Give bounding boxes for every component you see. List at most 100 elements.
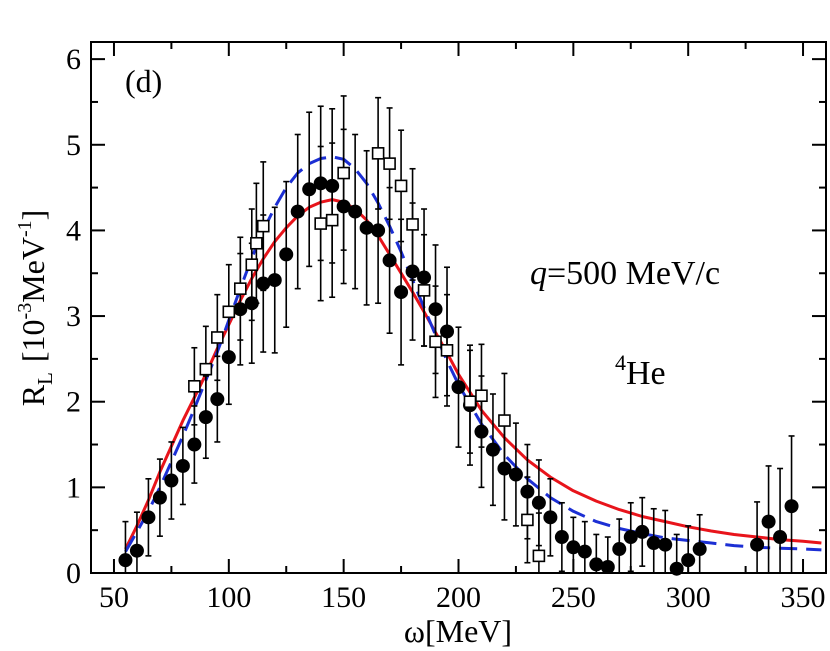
filled-circle-point bbox=[497, 461, 512, 476]
filled-circle-point bbox=[359, 220, 374, 235]
open-square-point bbox=[245, 258, 259, 271]
y-axis-unit: MeV bbox=[15, 237, 51, 303]
filled-circle-point bbox=[256, 276, 271, 291]
filled-circle-point bbox=[566, 540, 581, 555]
x-tick-label: 300 bbox=[666, 581, 711, 614]
open-square-point bbox=[314, 217, 327, 230]
q-symbol: q bbox=[530, 255, 547, 292]
x-tick-label: 200 bbox=[436, 581, 481, 614]
y-tick-label: 4 bbox=[66, 214, 81, 247]
filled-circle-point bbox=[646, 536, 661, 551]
filled-circle-point bbox=[405, 264, 420, 279]
y-tick-label: 3 bbox=[66, 300, 81, 333]
filled-circle-point bbox=[290, 204, 305, 219]
open-square-point bbox=[406, 218, 419, 231]
filled-circle-point bbox=[221, 350, 236, 365]
filled-circle-point bbox=[520, 484, 535, 499]
filled-circle-point bbox=[233, 302, 248, 317]
solid-curve bbox=[124, 198, 822, 550]
filled-circle-point bbox=[440, 324, 455, 339]
y-tick-label: 5 bbox=[66, 129, 81, 162]
open-square-point bbox=[383, 157, 396, 170]
filled-circle-point bbox=[325, 178, 340, 193]
filled-circle-point bbox=[589, 557, 604, 572]
filled-circle-point bbox=[750, 537, 765, 552]
y-axis-main: R bbox=[15, 384, 51, 406]
filled-circle-point bbox=[394, 285, 409, 300]
x-axis-unit: [MeV] bbox=[425, 613, 512, 649]
filled-circle-point bbox=[152, 490, 167, 505]
nucleus-symbol: He bbox=[626, 355, 666, 392]
filled-circle-point bbox=[543, 510, 558, 525]
plot-frame bbox=[90, 41, 827, 574]
filled-circle-point bbox=[210, 392, 225, 407]
x-tick-label: 50 bbox=[99, 581, 129, 614]
y-tick-label: 1 bbox=[66, 471, 81, 504]
x-tick-label: 250 bbox=[551, 581, 596, 614]
open-square-point bbox=[440, 344, 454, 357]
y-axis-label: RL [10-3MeV-1] bbox=[14, 210, 57, 407]
open-square-point bbox=[521, 513, 534, 527]
filled-circle-point bbox=[612, 542, 627, 557]
filled-circle-point bbox=[508, 467, 523, 482]
filled-circle-point bbox=[600, 560, 615, 575]
open-square-point bbox=[211, 331, 224, 344]
x-tick-label: 100 bbox=[206, 581, 251, 614]
filled-circle-point bbox=[244, 296, 259, 311]
filled-circle-point bbox=[635, 524, 650, 539]
filled-circle-point bbox=[692, 542, 707, 557]
y-axis-exp2: -1 bbox=[14, 220, 36, 237]
open-square-point bbox=[337, 166, 350, 180]
filled-circle-point bbox=[302, 182, 317, 197]
y-tick-label: 2 bbox=[66, 386, 81, 419]
filled-circle-point bbox=[554, 530, 569, 545]
open-square-point bbox=[475, 389, 488, 403]
filled-circle-point bbox=[336, 199, 351, 214]
filled-circle-point bbox=[175, 458, 190, 473]
open-square-point bbox=[325, 213, 339, 227]
filled-circle-point bbox=[773, 530, 788, 545]
filled-circle-point bbox=[428, 302, 443, 317]
filled-circle-point bbox=[187, 437, 202, 452]
filled-circle-point bbox=[681, 553, 696, 568]
filled-circle-point bbox=[669, 561, 684, 576]
filled-circle-point bbox=[267, 273, 282, 288]
filled-circle-point bbox=[313, 176, 328, 191]
q-annotation: q=500 MeV/c bbox=[530, 255, 720, 292]
open-square-point bbox=[199, 362, 213, 376]
open-square-point bbox=[429, 335, 442, 349]
filled-circle-point bbox=[784, 499, 799, 514]
y-axis-close: ] bbox=[15, 210, 51, 221]
filled-circle-point bbox=[382, 253, 397, 268]
filled-circle-point bbox=[417, 270, 432, 285]
filled-circle-point bbox=[761, 514, 776, 529]
axis-ticks: 50 100 150 200 250 300 350 0 1 2 3 4 5 6 bbox=[66, 42, 826, 614]
x-axis-symbol: ω bbox=[404, 613, 425, 649]
nucleus-mass-number: 4 bbox=[615, 350, 626, 375]
panel-label: (d) bbox=[125, 63, 162, 99]
y-tick-label: 6 bbox=[66, 43, 81, 76]
filled-circle-point bbox=[531, 495, 546, 510]
open-square-point bbox=[222, 305, 236, 319]
x-axis-label: ω[MeV] bbox=[404, 613, 512, 649]
filled-circle-point bbox=[474, 424, 489, 439]
filled-circle-point bbox=[371, 223, 386, 238]
q-value: =500 MeV/c bbox=[547, 255, 720, 292]
open-square-point bbox=[233, 282, 247, 295]
data-markers bbox=[118, 147, 799, 576]
open-square-point bbox=[532, 549, 546, 563]
y-axis-exp1: -3 bbox=[14, 303, 36, 320]
filled-circle-point bbox=[118, 553, 133, 568]
filled-circle-point bbox=[658, 537, 673, 552]
open-square-point bbox=[188, 379, 201, 393]
open-square-point bbox=[371, 147, 385, 160]
filled-circle-point bbox=[348, 204, 363, 219]
filled-circle-point bbox=[485, 442, 500, 457]
filled-circle-point bbox=[129, 543, 144, 558]
nucleus-annotation: 4He bbox=[615, 350, 666, 392]
open-square-point bbox=[394, 179, 408, 193]
filled-circle-point bbox=[164, 473, 179, 488]
y-axis-open: [10 bbox=[15, 319, 51, 362]
filled-circle-point bbox=[577, 544, 592, 559]
